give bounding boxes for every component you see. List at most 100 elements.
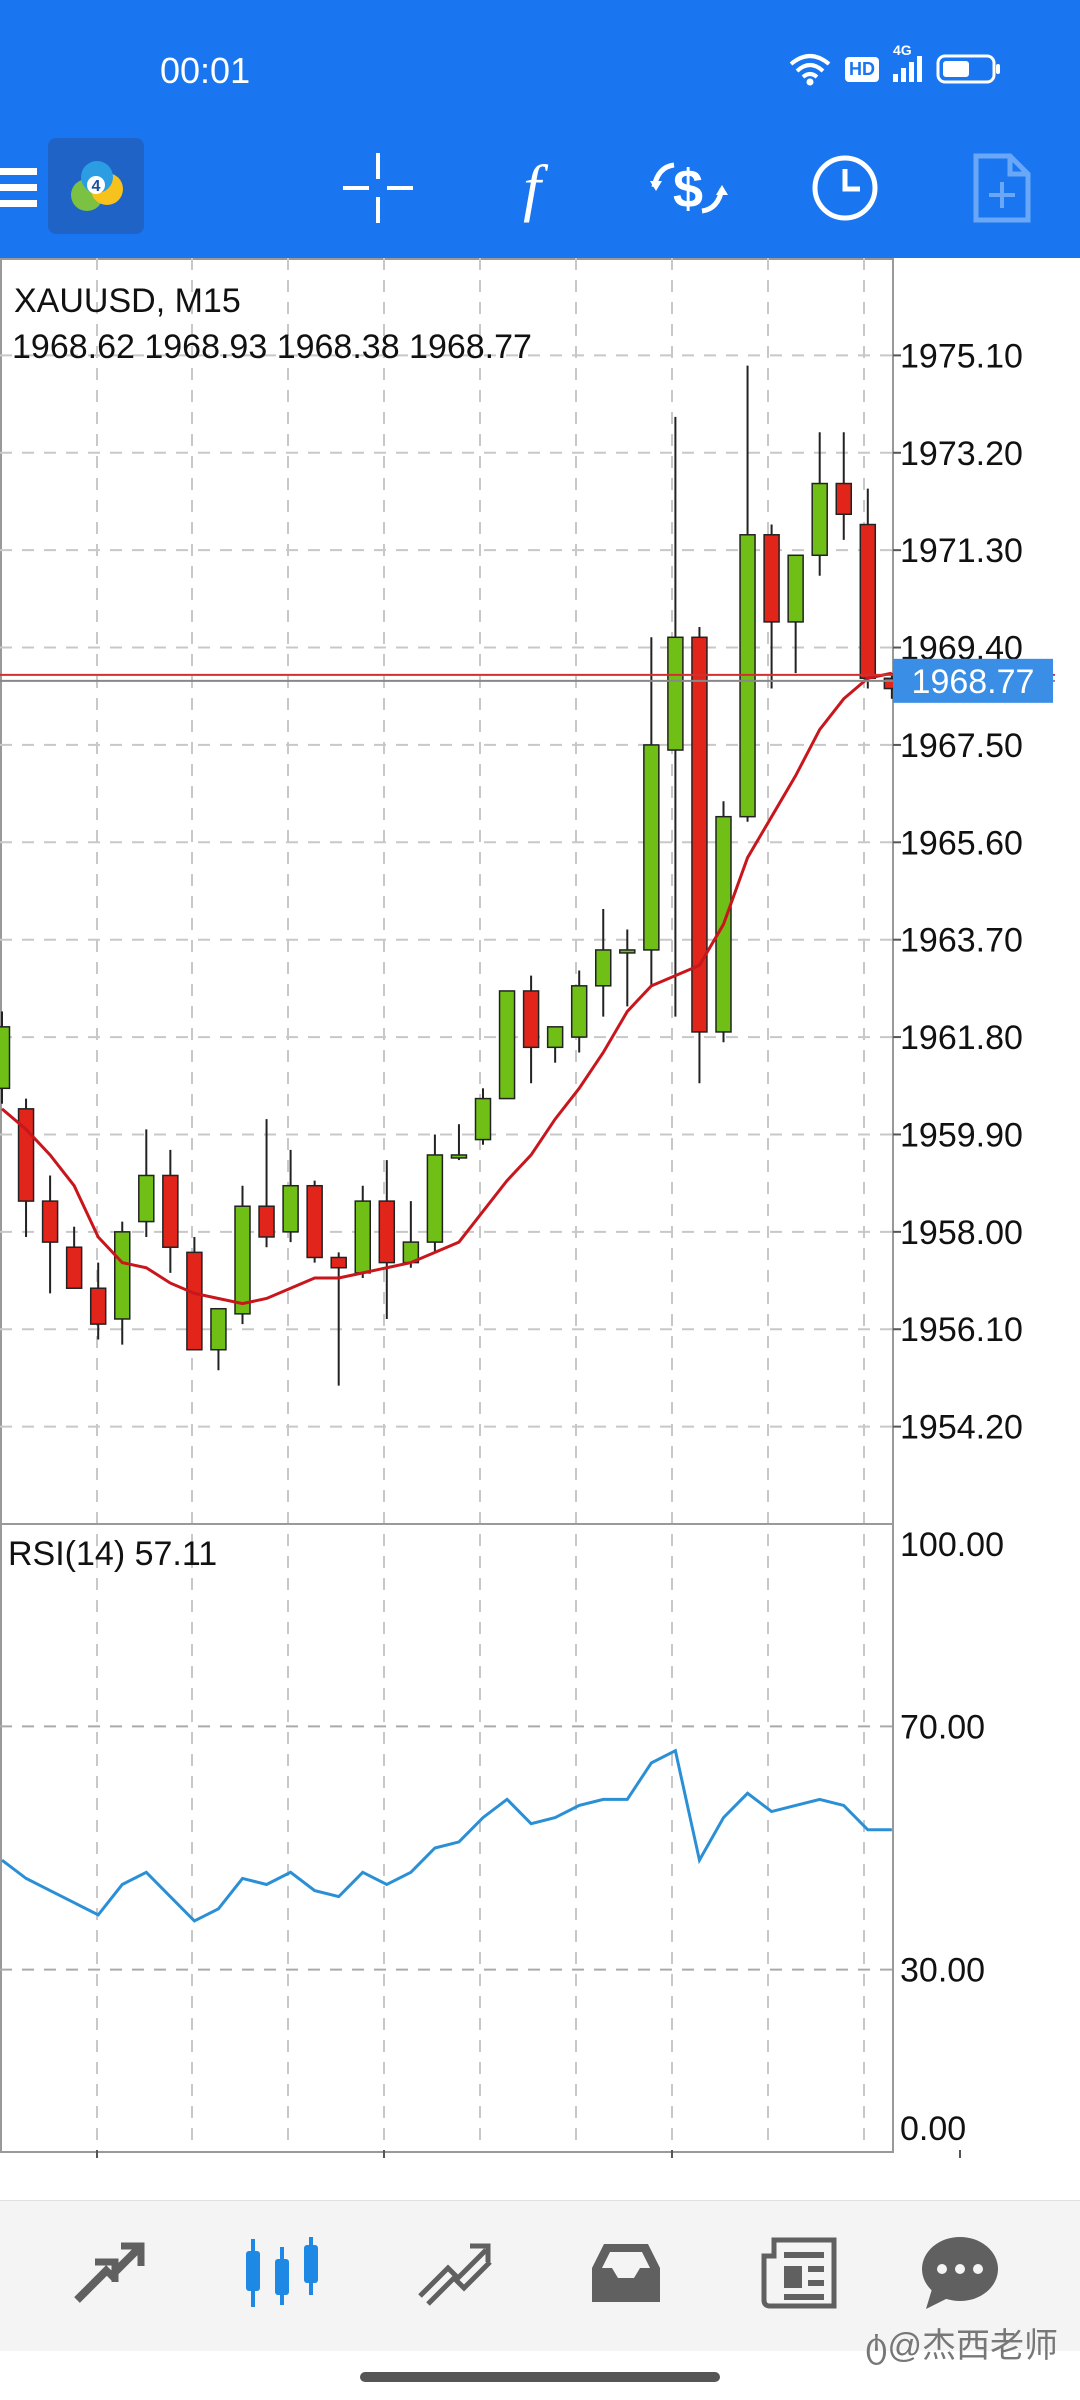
candle-body xyxy=(114,1231,131,1320)
status-bar: 00:01 HD 4G xyxy=(0,0,1080,140)
candle xyxy=(498,990,516,1100)
candle-body xyxy=(65,1246,83,1289)
candle xyxy=(643,637,660,986)
timeframe-icon[interactable] xyxy=(805,148,885,228)
candle xyxy=(258,1119,275,1248)
candle xyxy=(691,627,708,1084)
candle-body xyxy=(234,1205,251,1315)
svg-text:f: f xyxy=(523,153,549,223)
candle-body xyxy=(667,636,684,751)
candle xyxy=(17,1098,35,1237)
candle-body xyxy=(595,949,612,987)
candle xyxy=(546,1026,564,1063)
quotes-icon[interactable] xyxy=(61,2225,157,2321)
candle xyxy=(667,416,684,1017)
candle-body xyxy=(691,636,708,1033)
price-tick-label: 1971.30 xyxy=(900,532,1023,570)
current-price-value: 1968.77 xyxy=(912,663,1035,701)
chart-area[interactable]: 1975.10 1973.20 1971.30 1969.40 1967.50 1965.… xyxy=(0,258,1080,2158)
candle xyxy=(763,524,780,689)
candle-body xyxy=(835,482,852,516)
candle xyxy=(378,1160,396,1319)
price-tick-label: 1958.00 xyxy=(900,1214,1023,1252)
rsi-label: RSI(14) 57.11 xyxy=(8,1535,217,1573)
status-icons: HD 4G xyxy=(789,42,1002,86)
candle-body xyxy=(643,744,660,951)
candle xyxy=(859,488,877,689)
moving-average-line xyxy=(1,671,893,1306)
price-tick-label: 1975.10 xyxy=(900,337,1023,375)
candle xyxy=(162,1149,179,1273)
rsi-pane-frame xyxy=(0,1523,894,2153)
rsi-tick-label: 0.00 xyxy=(900,2110,966,2148)
price-chart[interactable]: 1975.101973.201971.301969.401967.501965.… xyxy=(0,258,1080,2158)
news-tab-icon[interactable] xyxy=(752,2225,848,2321)
messages-tab-icon[interactable] xyxy=(912,2225,1008,2321)
candle xyxy=(282,1149,299,1243)
candle xyxy=(570,970,588,1053)
current-price-badge: 1968.77 xyxy=(893,658,1053,703)
candle xyxy=(450,1124,468,1161)
candle xyxy=(354,1185,371,1278)
candle-body xyxy=(498,990,516,1100)
candle xyxy=(811,432,828,576)
candle-body xyxy=(89,1287,107,1325)
home-indicator[interactable] xyxy=(360,2372,720,2382)
price-pane-frame xyxy=(0,258,894,1525)
candle xyxy=(426,1134,444,1253)
rsi-tick-label: 30.00 xyxy=(900,1952,985,1990)
price-tick-label: 1961.80 xyxy=(900,1019,1023,1057)
indicators-icon[interactable]: f xyxy=(492,148,572,228)
chart-tab-icon[interactable] xyxy=(234,2225,330,2321)
candle xyxy=(522,975,540,1084)
candle xyxy=(41,1175,59,1294)
price-tick-label: 1963.70 xyxy=(900,922,1023,960)
candle-body xyxy=(546,1026,564,1049)
candle xyxy=(330,1252,347,1386)
candle-body xyxy=(354,1200,371,1274)
candle xyxy=(65,1226,83,1289)
candle-body xyxy=(763,534,780,623)
history-tab-icon[interactable] xyxy=(578,2225,674,2321)
candle-body xyxy=(306,1184,323,1259)
candle xyxy=(186,1236,203,1351)
rsi-tick-label: 100.00 xyxy=(900,1526,1004,1564)
trade-tab-icon[interactable] xyxy=(406,2225,502,2321)
toolbar xyxy=(0,140,1080,258)
crosshair-icon[interactable] xyxy=(338,148,418,228)
wifi-icon xyxy=(789,54,831,86)
candle xyxy=(787,554,804,674)
svg-text:4: 4 xyxy=(92,178,101,195)
candle xyxy=(89,1262,107,1340)
rsi-tick-label: 70.00 xyxy=(900,1708,985,1746)
candle-body xyxy=(378,1200,396,1264)
candle-body xyxy=(258,1205,275,1238)
trade-icon[interactable]: $ xyxy=(648,148,728,228)
price-tick-label: 1959.90 xyxy=(900,1116,1023,1154)
candle xyxy=(474,1088,492,1145)
candle xyxy=(739,365,756,822)
candle-body xyxy=(426,1154,444,1243)
candle-body xyxy=(859,523,877,680)
candle xyxy=(619,929,636,1007)
price-tick-label: 1954.20 xyxy=(900,1409,1023,1447)
menu-icon[interactable] xyxy=(0,148,58,228)
candle-body xyxy=(138,1174,155,1223)
rsi-line xyxy=(1,1748,892,1923)
candle xyxy=(306,1180,323,1263)
price-tick-label: 1973.20 xyxy=(900,435,1023,473)
candle-body xyxy=(619,949,636,954)
candle xyxy=(234,1185,251,1325)
signal-icon: 4G xyxy=(893,42,922,82)
candle xyxy=(138,1129,155,1237)
symbol-label: XAUUSD, M15 xyxy=(14,282,241,320)
candle-body xyxy=(811,482,828,557)
candle-body xyxy=(41,1200,59,1243)
metatrader-app-icon[interactable]: 4 xyxy=(48,138,144,234)
candle xyxy=(114,1221,131,1345)
candle-body xyxy=(787,554,804,623)
battery-icon xyxy=(936,54,1000,84)
candle-body xyxy=(474,1097,492,1141)
new-order-icon[interactable] xyxy=(962,148,1042,228)
price-tick-label: 1965.60 xyxy=(900,824,1023,862)
